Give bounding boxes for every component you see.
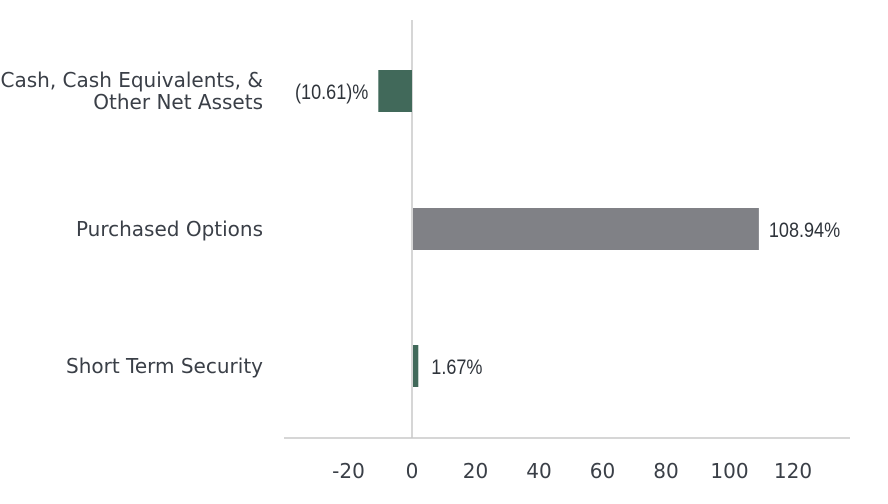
x-tick-label: 120 [774, 459, 812, 483]
bar [378, 70, 412, 112]
x-tick-label: 20 [463, 459, 488, 483]
x-tick-label: -20 [332, 459, 365, 483]
category-label: Other Net Assets [93, 90, 263, 114]
category-label: Purchased Options [76, 217, 263, 241]
bar [413, 345, 419, 387]
x-tick-label: 0 [406, 459, 419, 483]
category-label: Cash, Cash Equivalents, & [1, 68, 263, 92]
data-label: 1.67% [431, 356, 482, 380]
data-label: (10.61)% [295, 81, 368, 105]
bar [413, 208, 759, 250]
category-label: Short Term Security [66, 354, 263, 378]
x-tick-label: 100 [710, 459, 748, 483]
data-label: 108.94% [769, 219, 840, 243]
x-tick-label: 60 [590, 459, 615, 483]
x-tick-label: 80 [653, 459, 678, 483]
x-tick-label: 40 [526, 459, 551, 483]
